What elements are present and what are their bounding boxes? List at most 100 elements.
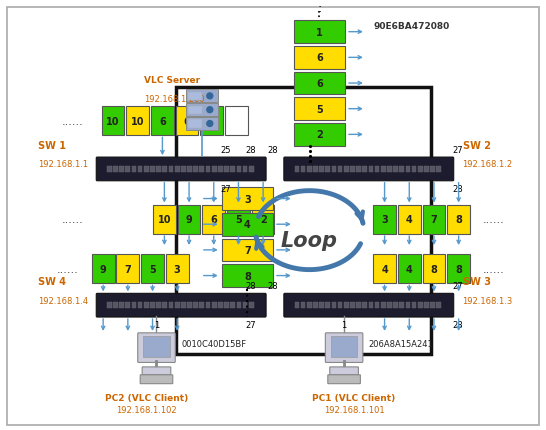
Text: 28: 28 [268, 282, 278, 291]
Text: 192.168.1.2: 192.168.1.2 [462, 160, 513, 169]
Text: 7: 7 [244, 246, 251, 255]
Text: 8: 8 [455, 215, 462, 225]
FancyBboxPatch shape [92, 255, 115, 283]
FancyBboxPatch shape [249, 302, 253, 309]
Text: 4: 4 [406, 215, 413, 225]
Text: 27: 27 [452, 146, 463, 155]
FancyBboxPatch shape [200, 107, 223, 135]
FancyBboxPatch shape [222, 213, 272, 236]
FancyBboxPatch shape [138, 166, 143, 173]
FancyBboxPatch shape [400, 302, 404, 309]
FancyBboxPatch shape [177, 206, 200, 234]
Text: 5: 5 [149, 264, 156, 274]
Text: 8: 8 [244, 271, 251, 281]
FancyBboxPatch shape [412, 166, 417, 173]
FancyBboxPatch shape [181, 166, 186, 173]
FancyBboxPatch shape [119, 166, 124, 173]
Text: 28: 28 [268, 146, 278, 155]
FancyBboxPatch shape [163, 166, 167, 173]
FancyBboxPatch shape [375, 166, 379, 173]
FancyBboxPatch shape [186, 118, 218, 131]
FancyBboxPatch shape [166, 255, 188, 283]
FancyBboxPatch shape [294, 166, 299, 173]
Text: 9: 9 [100, 264, 106, 274]
FancyBboxPatch shape [138, 302, 143, 309]
Text: 1: 1 [316, 28, 323, 37]
FancyBboxPatch shape [418, 166, 423, 173]
FancyBboxPatch shape [163, 302, 167, 309]
FancyBboxPatch shape [222, 239, 272, 261]
FancyBboxPatch shape [331, 302, 336, 309]
Text: 8: 8 [455, 264, 462, 274]
Text: 3: 3 [174, 264, 181, 274]
FancyBboxPatch shape [181, 302, 186, 309]
FancyBboxPatch shape [212, 302, 217, 309]
FancyBboxPatch shape [193, 302, 198, 309]
Text: 3: 3 [381, 215, 388, 225]
Text: 3: 3 [244, 194, 251, 204]
Text: ......: ...... [62, 215, 84, 225]
Text: Loop: Loop [281, 230, 338, 250]
FancyBboxPatch shape [447, 206, 470, 234]
FancyBboxPatch shape [188, 92, 202, 101]
FancyBboxPatch shape [330, 367, 358, 375]
FancyBboxPatch shape [338, 166, 342, 173]
FancyBboxPatch shape [344, 166, 348, 173]
FancyBboxPatch shape [222, 264, 272, 287]
FancyBboxPatch shape [236, 302, 241, 309]
Text: 1: 1 [209, 116, 215, 126]
Text: 2: 2 [260, 215, 266, 225]
Text: 27: 27 [220, 184, 231, 193]
FancyBboxPatch shape [230, 302, 235, 309]
FancyBboxPatch shape [294, 47, 345, 70]
FancyBboxPatch shape [107, 166, 111, 173]
Text: 7: 7 [124, 264, 131, 274]
FancyBboxPatch shape [387, 166, 392, 173]
Text: SW 1: SW 1 [38, 141, 66, 151]
FancyBboxPatch shape [398, 255, 420, 283]
FancyBboxPatch shape [325, 302, 330, 309]
FancyBboxPatch shape [369, 302, 373, 309]
Text: SW 3: SW 3 [462, 277, 491, 287]
FancyBboxPatch shape [331, 166, 336, 173]
FancyBboxPatch shape [169, 302, 173, 309]
Text: 6: 6 [316, 53, 323, 63]
FancyBboxPatch shape [188, 106, 202, 114]
FancyBboxPatch shape [102, 107, 124, 135]
Text: 5: 5 [316, 104, 323, 114]
FancyBboxPatch shape [284, 158, 454, 181]
FancyBboxPatch shape [423, 206, 446, 234]
FancyBboxPatch shape [230, 166, 235, 173]
FancyBboxPatch shape [175, 302, 180, 309]
FancyBboxPatch shape [186, 90, 218, 103]
FancyBboxPatch shape [222, 188, 272, 210]
FancyBboxPatch shape [294, 21, 345, 44]
Text: ......: ...... [57, 264, 79, 274]
FancyBboxPatch shape [126, 166, 130, 173]
FancyBboxPatch shape [430, 302, 435, 309]
FancyBboxPatch shape [363, 166, 367, 173]
FancyBboxPatch shape [400, 166, 404, 173]
FancyBboxPatch shape [156, 166, 161, 173]
Text: 28: 28 [245, 146, 256, 155]
FancyBboxPatch shape [107, 302, 111, 309]
FancyBboxPatch shape [423, 255, 446, 283]
FancyBboxPatch shape [436, 166, 441, 173]
FancyBboxPatch shape [151, 107, 174, 135]
Text: 10: 10 [106, 116, 120, 126]
FancyBboxPatch shape [206, 166, 210, 173]
Text: 28: 28 [245, 282, 256, 291]
FancyBboxPatch shape [224, 166, 229, 173]
FancyBboxPatch shape [436, 302, 441, 309]
Text: 0010C40D15BF: 0010C40D15BF [181, 339, 246, 348]
FancyBboxPatch shape [319, 302, 324, 309]
Circle shape [207, 94, 213, 100]
FancyBboxPatch shape [430, 166, 435, 173]
Text: 2: 2 [316, 130, 323, 140]
FancyBboxPatch shape [424, 166, 429, 173]
FancyBboxPatch shape [350, 302, 355, 309]
FancyBboxPatch shape [132, 166, 136, 173]
FancyBboxPatch shape [242, 302, 247, 309]
Text: :: : [317, 3, 322, 15]
Text: PC1 (VLC Client): PC1 (VLC Client) [312, 393, 396, 402]
